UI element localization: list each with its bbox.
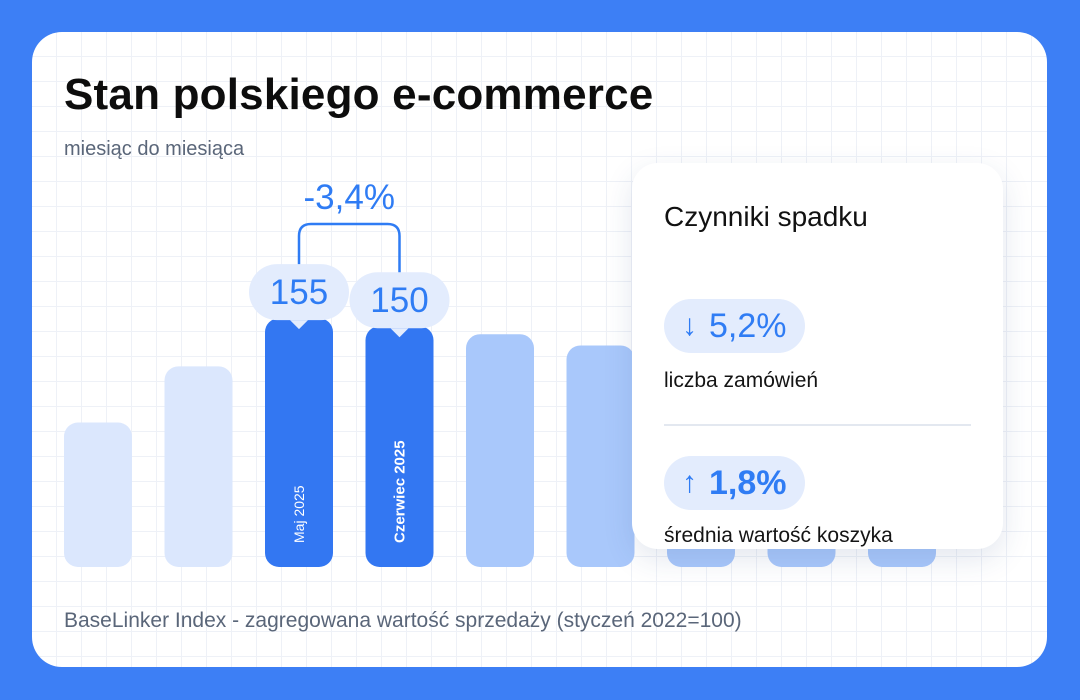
value-bubble-bg — [249, 264, 349, 321]
divider — [664, 424, 971, 426]
value-bubble-pointer — [290, 320, 308, 330]
decline-factors-panel: Czynniki spadku ↓ 5,2% liczba zamówień ↑… — [632, 163, 1003, 549]
change-annotation: -3,4% — [304, 178, 395, 217]
orders-change-value: 5,2% — [709, 306, 787, 345]
panel-title: Czynniki spadku — [664, 201, 868, 232]
bar-value-label: 155 — [270, 273, 328, 312]
orders-label: liczba zamówień — [664, 369, 819, 392]
bar-chart: Maj 2025 Czerwiec 2025 155 150 -3,4% — [64, 178, 936, 567]
value-bubble-bg — [349, 272, 450, 329]
arrow-up-icon: ↑ — [682, 466, 697, 499]
value-bubble: 155 — [249, 264, 349, 330]
change-bracket — [297, 222, 401, 273]
orders-change-pill: ↓ 5,2% — [664, 299, 805, 353]
chart-bar — [164, 366, 233, 567]
chart-footnote: BaseLinker Index - zagregowana wartość s… — [64, 609, 742, 632]
page-subtitle: miesiąc do miesiąca — [64, 138, 245, 160]
chart-bar — [64, 422, 132, 567]
bar-value-label: 150 — [370, 281, 428, 320]
chart-bar — [265, 318, 333, 567]
basket-label: średnia wartość koszyka — [664, 524, 893, 547]
page-title: Stan polskiego e-commerce — [64, 70, 654, 119]
chart-bar — [365, 326, 434, 567]
bar-category-label: Czerwiec 2025 — [392, 440, 409, 543]
chart-bar — [566, 345, 635, 567]
chart-bar — [466, 334, 534, 567]
arrow-down-icon: ↓ — [682, 309, 697, 342]
basket-change-value: 1,8% — [709, 463, 787, 502]
value-bubble: 150 — [349, 272, 450, 338]
value-bubble-pointer — [390, 328, 409, 338]
bar-category-label: Maj 2025 — [291, 485, 307, 543]
infographic-card: Stan polskiego e-commerce miesiąc do mie… — [32, 32, 1047, 667]
basket-change-pill: ↑ 1,8% — [664, 456, 805, 510]
